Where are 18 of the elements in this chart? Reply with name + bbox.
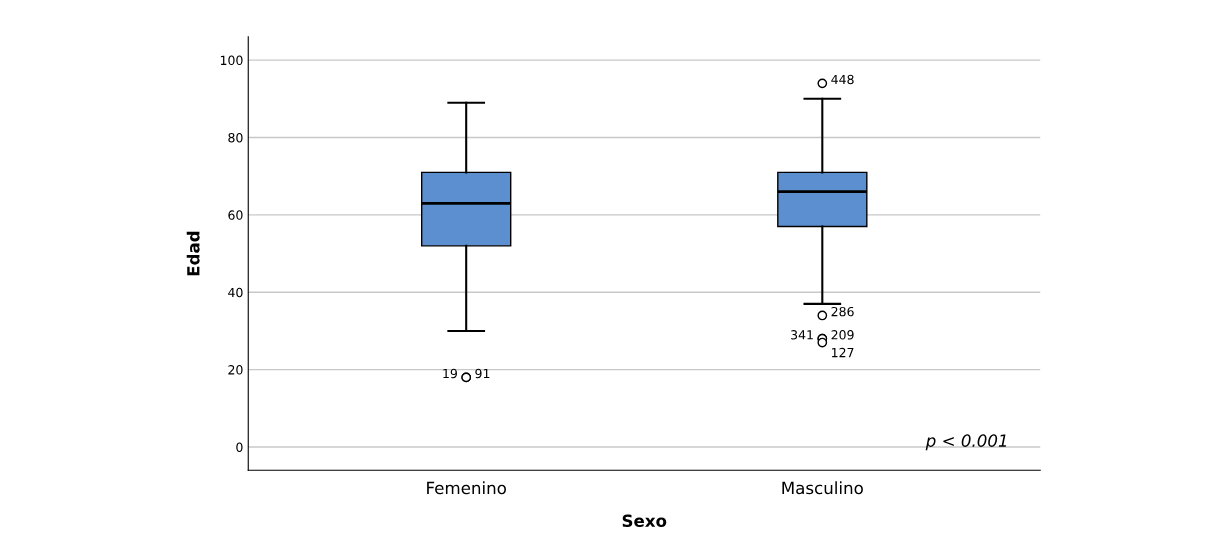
y-axis-title: Edad [186,231,200,276]
y-tick-label: 80 [228,132,243,143]
y-tick-label: 40 [228,287,243,298]
y-tick-label: 100 [220,55,243,66]
annotation: 341 [791,330,813,340]
x-tick-label: Masculino [782,481,863,495]
annotation: 448 [831,74,854,85]
annotation: 209 [831,330,854,340]
x-tick-label: Femenino [427,481,506,495]
annotation: 19 [443,368,457,379]
y-tick-label: 0 [236,442,243,452]
annotation: 286 [831,306,854,317]
annotation: 127 [832,347,854,358]
annotation: 91 [475,368,490,379]
annotation: p < 0.001 [925,434,1007,451]
y-tick-label: 60 [228,210,243,220]
y-tick-label: 20 [228,365,243,375]
x-axis-title: Sexo [622,514,667,528]
